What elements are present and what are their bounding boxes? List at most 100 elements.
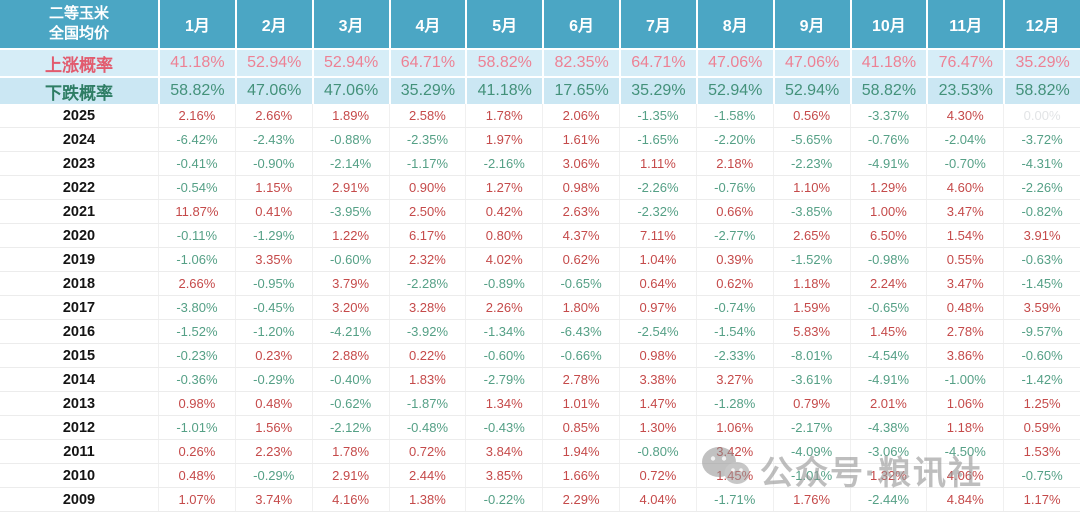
value-cell: 1.30%	[619, 416, 696, 439]
table-row: 2009 1.07% 3.74% 4.16% 1.38% -0.22% 2.29% 4.04%…	[0, 488, 1080, 512]
value-cell: -0.36%	[158, 368, 235, 391]
table-row: 2019 -1.06% 3.35% -0.60% 2.32% 4.02% 0.62% 1.04…	[0, 248, 1080, 272]
value-cell: 1.15%	[234, 176, 312, 199]
value-cell: -0.65%	[849, 296, 927, 319]
value-cell: 1.47%	[619, 392, 696, 415]
value-cell: -1.42%	[1003, 368, 1080, 391]
value-cell: 5.83%	[772, 320, 850, 343]
value-cell: 1.29%	[849, 176, 927, 199]
value-cell: 0.98%	[542, 176, 619, 199]
value-cell: -0.89%	[465, 272, 542, 295]
value-cell: -0.60%	[1003, 344, 1080, 367]
rise-probability-value: 52.94%	[311, 50, 389, 76]
value-cell: 1.06%	[695, 416, 773, 439]
value-cell: 0.48%	[926, 296, 1003, 319]
year-label: 2021	[62, 203, 96, 220]
fall-probability-value: 58.82%	[1003, 78, 1080, 104]
value-cell: 3.38%	[619, 368, 696, 391]
value-cell: -6.42%	[158, 128, 235, 151]
value-cell: 2.88%	[311, 344, 389, 367]
value-cell: -0.76%	[695, 176, 773, 199]
value-cell: -3.06%	[849, 440, 927, 463]
value-cell: 2.65%	[772, 224, 850, 247]
value-cell: -0.70%	[926, 152, 1003, 175]
value-cell: -2.14%	[311, 152, 389, 175]
value-cell: 1.18%	[926, 416, 1003, 439]
value-cell: 0.41%	[234, 200, 312, 223]
value-cell: 0.90%	[388, 176, 466, 199]
year-label: 2013	[62, 395, 96, 412]
value-cell: 0.98%	[619, 344, 696, 367]
value-cell: 4.60%	[926, 176, 1003, 199]
value-cell: 0.55%	[926, 248, 1003, 271]
value-cell: 2.29%	[542, 488, 619, 511]
table-row: 2011 0.26% 2.23% 1.78% 0.72% 3.84% 1.94% -0.80%…	[0, 440, 1080, 464]
value-cell: -2.17%	[772, 416, 850, 439]
value-cell: -3.80%	[158, 296, 235, 319]
value-cell: 1.53%	[1003, 440, 1080, 463]
value-cell: -1.54%	[695, 320, 773, 343]
rise-probability-value: 41.18%	[849, 50, 927, 76]
value-cell: -3.85%	[772, 200, 850, 223]
fall-probability-value: 41.18%	[465, 78, 542, 104]
rise-probability-label: 上涨概率	[45, 55, 113, 75]
fall-probability-value: 58.82%	[849, 78, 927, 104]
value-cell: 2.66%	[234, 104, 312, 127]
value-cell: 0.22%	[388, 344, 466, 367]
value-cell: 1.97%	[465, 128, 542, 151]
value-cell: 1.27%	[465, 176, 542, 199]
value-cell: 3.35%	[234, 248, 312, 271]
value-cell: 2.91%	[311, 176, 389, 199]
value-cell: -2.33%	[695, 344, 773, 367]
value-cell: -0.60%	[311, 248, 389, 271]
value-cell: -2.35%	[388, 128, 466, 151]
year-label: 2017	[62, 299, 96, 316]
value-cell: 0.42%	[465, 200, 542, 223]
value-cell: 3.84%	[465, 440, 542, 463]
value-cell: -0.23%	[158, 344, 235, 367]
value-cell: -1.01%	[772, 464, 850, 487]
value-cell: -0.62%	[311, 392, 389, 415]
value-cell: 0.62%	[542, 248, 619, 271]
year-label: 2015	[62, 347, 96, 364]
value-cell: -3.61%	[772, 368, 850, 391]
value-cell: -0.29%	[234, 368, 312, 391]
value-cell: 1.01%	[542, 392, 619, 415]
value-cell: -0.40%	[311, 368, 389, 391]
value-cell: 1.25%	[1003, 392, 1080, 415]
value-cell: -0.41%	[158, 152, 235, 175]
value-cell: -3.95%	[311, 200, 389, 223]
table-row: 2015 -0.23% 0.23% 2.88% 0.22% -0.60% -0.66% 0.9…	[0, 344, 1080, 368]
value-cell: 2.63%	[542, 200, 619, 223]
value-cell: 1.11%	[619, 152, 696, 175]
value-cell: 1.54%	[926, 224, 1003, 247]
value-cell: -1.35%	[619, 104, 696, 127]
value-cell: 2.78%	[926, 320, 1003, 343]
value-cell: -0.90%	[234, 152, 312, 175]
value-cell: 2.66%	[158, 272, 235, 295]
value-cell: 0.97%	[619, 296, 696, 319]
corner-header: 二等玉米 全国均价	[0, 0, 158, 48]
value-cell: -0.95%	[234, 272, 312, 295]
table-row: 2012 -1.01% 1.56% -2.12% -0.48% -0.43% 0.85% 1.…	[0, 416, 1080, 440]
value-cell: -1.45%	[1003, 272, 1080, 295]
value-cell: 0.56%	[772, 104, 850, 127]
value-cell: 1.80%	[542, 296, 619, 319]
value-cell: 0.72%	[388, 440, 466, 463]
table-row: 2016 -1.52% -1.20% -4.21% -3.92% -1.34% -6.43%…	[0, 320, 1080, 344]
value-cell: 3.42%	[695, 440, 773, 463]
value-cell: 1.38%	[388, 488, 466, 511]
value-cell: 1.56%	[234, 416, 312, 439]
value-cell: -1.34%	[465, 320, 542, 343]
table-row: 2018 2.66% -0.95% 3.79% -2.28% -0.89% -0.65% 0.…	[0, 272, 1080, 296]
month-header: 4月	[388, 0, 466, 48]
fall-probability-label: 下跌概率	[45, 83, 113, 103]
year-label: 2022	[62, 179, 96, 196]
rise-probability-value: 64.71%	[388, 50, 466, 76]
value-cell: 1.78%	[465, 104, 542, 127]
value-cell: -0.11%	[158, 224, 235, 247]
table-row: 2022 -0.54% 1.15% 2.91% 0.90% 1.27% 0.98% -2.26…	[0, 176, 1080, 200]
value-cell: -0.63%	[1003, 248, 1080, 271]
corner-header-line: 二等玉米	[48, 4, 109, 22]
